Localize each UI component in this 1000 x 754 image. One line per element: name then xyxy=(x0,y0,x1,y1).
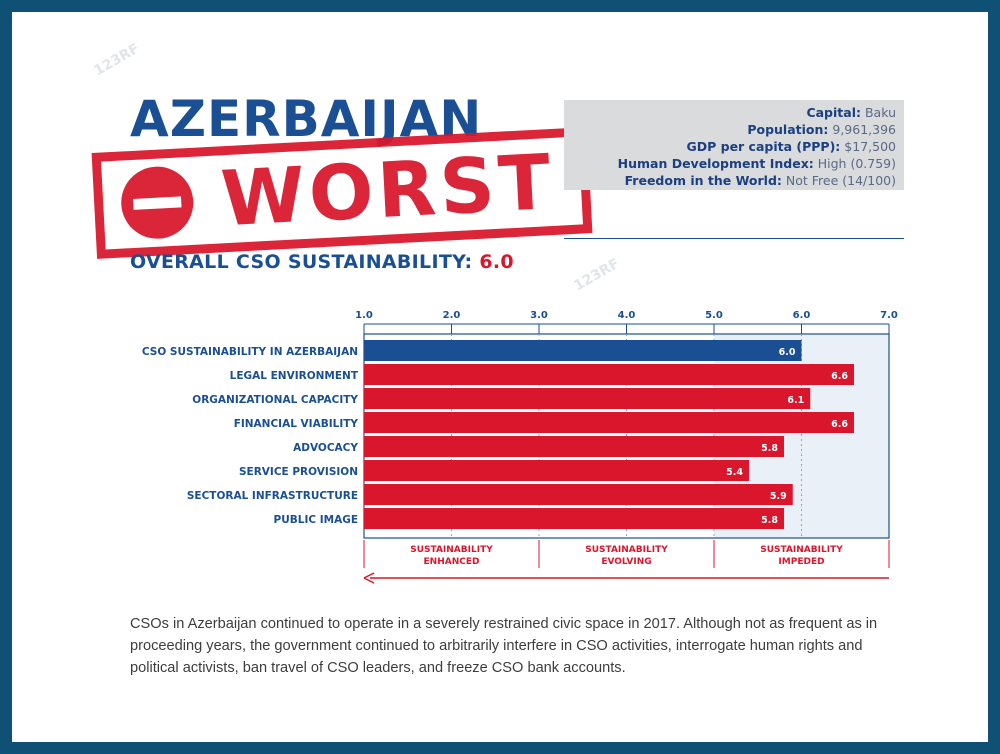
overall-score: 6.0 xyxy=(479,251,514,273)
country-title: AZERBAIJAN xyxy=(130,90,483,148)
x-tick-label: 6.0 xyxy=(793,310,811,321)
fact-population: Population: 9,961,396 xyxy=(747,122,896,137)
category-label: FINANCIAL VIABILITY xyxy=(234,418,359,430)
fact-freedom: Freedom in the World: Not Free (14/100) xyxy=(624,173,896,188)
bar-value-label: 5.8 xyxy=(761,515,778,526)
zone-label: SUSTAINABILITY xyxy=(760,545,843,555)
bar-value-label: 6.6 xyxy=(831,371,848,382)
zone-label: EVOLVING xyxy=(601,557,651,567)
overall-score-heading: OVERALL CSO SUSTAINABILITY: 6.0 xyxy=(130,251,514,273)
x-tick-label: 3.0 xyxy=(530,310,548,321)
bar xyxy=(364,436,784,457)
watermark: 123RF xyxy=(91,40,143,80)
fact-gdp: GDP per capita (PPP): $17,500 xyxy=(686,139,896,154)
bar xyxy=(364,340,802,361)
watermark: 123RF xyxy=(571,255,623,295)
bar-value-label: 5.4 xyxy=(726,467,743,478)
category-label: ORGANIZATIONAL CAPACITY xyxy=(192,394,358,406)
bar xyxy=(364,364,854,385)
category-label: PUBLIC IMAGE xyxy=(274,514,358,526)
x-tick-label: 7.0 xyxy=(880,310,898,321)
bar xyxy=(364,484,793,505)
bar-value-label: 6.0 xyxy=(779,347,796,358)
bar xyxy=(364,460,749,481)
category-label: SECTORAL INFRASTRUCTURE xyxy=(187,490,358,502)
country-facts-box: Capital: Baku Population: 9,961,396 GDP … xyxy=(564,100,904,190)
category-label: CSO SUSTAINABILITY IN AZERBAIJAN xyxy=(142,346,358,358)
category-label: LEGAL ENVIRONMENT xyxy=(230,370,359,382)
fact-capital: Capital: Baku xyxy=(806,105,896,120)
zone-label: SUSTAINABILITY xyxy=(410,545,493,555)
summary-paragraph: CSOs in Azerbaijan continued to operate … xyxy=(130,616,878,676)
zone-label: SUSTAINABILITY xyxy=(585,545,668,555)
fact-hdi: Human Development Index: High (0.759) xyxy=(617,156,896,171)
sustainability-bar-chart: 1.0 2.0 3.0 4.0 5.0 6.0 7.0 CSO SUSTAINABILITY … xyxy=(142,310,898,584)
zone-label: ENHANCED xyxy=(424,557,480,567)
stamp-text: WORST xyxy=(218,136,557,244)
bar-value-label: 5.9 xyxy=(770,491,787,502)
bar xyxy=(364,388,811,409)
x-tick-label: 5.0 xyxy=(705,310,723,321)
bar xyxy=(364,412,854,433)
category-label: SERVICE PROVISION xyxy=(239,466,358,478)
bar-value-label: 5.8 xyxy=(761,443,778,454)
bar-value-label: 6.1 xyxy=(787,395,804,406)
category-label: ADVOCACY xyxy=(293,442,358,454)
arrow-left-icon xyxy=(363,572,375,584)
x-tick-label: 2.0 xyxy=(443,310,461,321)
no-entry-icon xyxy=(119,164,196,241)
divider-line xyxy=(564,238,904,239)
x-tick-label: 4.0 xyxy=(618,310,636,321)
overall-label: OVERALL CSO SUSTAINABILITY: xyxy=(130,251,473,273)
bar-value-label: 6.6 xyxy=(831,419,848,430)
zone-label: IMPEDED xyxy=(778,557,824,567)
bar xyxy=(364,508,784,529)
x-tick-label: 1.0 xyxy=(355,310,373,321)
